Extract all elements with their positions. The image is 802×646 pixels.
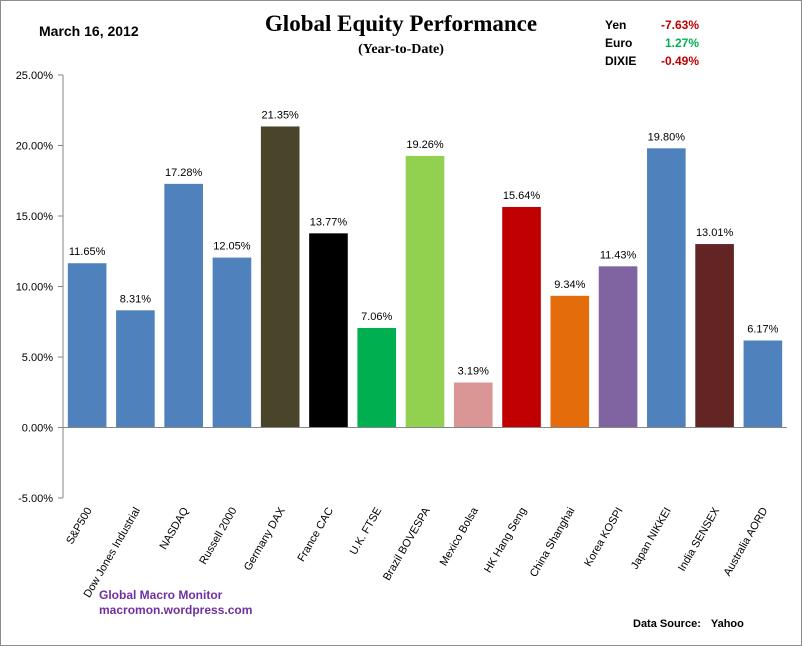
data-label: 9.34%	[554, 279, 585, 291]
bar	[212, 257, 252, 428]
data-label: 13.77%	[310, 216, 348, 228]
bar-series	[67, 126, 783, 428]
currency-value: -0.49%	[660, 54, 699, 68]
currency-row-euro: Euro 1.27%	[605, 36, 715, 54]
data-label: 12.05%	[213, 241, 251, 253]
bar	[260, 126, 300, 428]
data-label: 11.43%	[600, 249, 637, 261]
data-label: 11.65%	[69, 246, 106, 258]
data-label: 15.64%	[503, 190, 541, 202]
chart-subtitle: (Year-to-Date)	[358, 42, 444, 57]
x-axis-label: Korea KOSPI	[582, 506, 625, 569]
currency-value: -7.63%	[660, 18, 699, 32]
source-label: Data Source:	[633, 618, 701, 630]
x-axis-label: France CAC	[295, 505, 336, 563]
bar	[550, 295, 590, 428]
data-label: 7.06%	[361, 311, 392, 323]
x-axis-label: India SENSEX	[676, 505, 722, 574]
bar	[116, 310, 155, 428]
data-label: 21.35%	[262, 109, 300, 121]
x-axis-label: Australia AORD	[722, 505, 771, 578]
x-axis-label: Dow Jones Industrial	[82, 506, 143, 600]
currency-name: Yen	[605, 18, 627, 32]
bar	[695, 244, 734, 428]
x-axis-label: U.K. FTSE	[348, 506, 385, 558]
x-axis-label: Germany DAX	[242, 505, 288, 573]
x-axis-label: Mexico Bolsa	[438, 505, 482, 568]
x-axis-label: NASDAQ	[158, 505, 192, 552]
x-axis-label: China Shanghai	[528, 506, 578, 580]
data-label: 17.28%	[165, 167, 203, 179]
x-axis-label: HK Hang Seng	[482, 506, 529, 576]
y-tick-label: 10.00%	[16, 282, 54, 294]
credit-block: Global Macro Monitor macromon.wordpress.…	[99, 588, 252, 618]
bar	[647, 148, 686, 428]
y-tick-label: 0.00%	[22, 423, 53, 435]
credit-url: macromon.wordpress.com	[99, 603, 253, 617]
data-labels: 11.65% 8.31% 17.28% 12.05% 21.35% 13.77% 7.06%…	[69, 109, 779, 377]
y-tick-label: 15.00%	[16, 211, 54, 223]
y-tick-label: 5.00%	[22, 352, 53, 364]
bar	[743, 340, 783, 428]
bar	[309, 233, 348, 428]
data-label: 19.26%	[406, 139, 444, 151]
bar	[502, 206, 541, 428]
bar	[598, 266, 638, 428]
data-label: 3.19%	[458, 366, 489, 378]
credit-name: Global Macro Monitor	[99, 588, 223, 602]
data-label: 8.31%	[120, 293, 151, 305]
currency-name: Euro	[605, 36, 633, 50]
bar	[67, 263, 107, 428]
bar	[453, 382, 493, 428]
source-value: Yahoo	[710, 618, 744, 630]
data-label: 6.17%	[747, 324, 778, 336]
x-axis-label: Russell 2000	[197, 506, 239, 567]
x-axis-label: Japan NIKKEI	[629, 506, 674, 572]
y-tick-label: 20.00%	[16, 141, 54, 153]
report-date: March 16, 2012	[39, 23, 139, 39]
x-axis-label: S&P500	[64, 506, 95, 547]
y-axis-ticks: -5.00% 0.00% 5.00% 10.00% 15.00% 20.00% 25.00%	[16, 70, 63, 505]
bar	[405, 155, 445, 428]
y-tick-label: 25.00%	[16, 70, 54, 82]
y-tick-label: -5.00%	[18, 493, 53, 505]
bar	[164, 183, 203, 428]
currency-name: DIXIE	[605, 54, 637, 68]
x-axis-label: Brazil BOVESPA	[381, 505, 433, 583]
data-source: Data Source: Yahoo	[633, 618, 744, 630]
currency-value: 1.27%	[664, 36, 699, 50]
currency-row-dixie: DIXIE -0.49%	[605, 54, 715, 72]
bar	[357, 327, 397, 428]
chart-title: Global Equity Performance	[264, 11, 538, 36]
data-label: 13.01%	[696, 227, 734, 239]
currency-table: Yen -7.63% Euro 1.27% DIXIE -0.49%	[605, 18, 715, 72]
currency-row-yen: Yen -7.63%	[605, 18, 715, 36]
data-label: 19.80%	[648, 131, 686, 143]
